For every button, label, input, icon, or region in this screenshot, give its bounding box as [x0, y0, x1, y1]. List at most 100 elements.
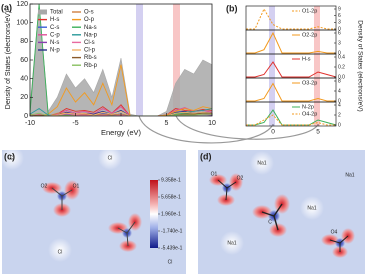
- legend-label: C-s: [50, 25, 59, 31]
- atom-label: O4: [331, 229, 338, 235]
- dos-line: [30, 4, 212, 116]
- dos-line: [246, 7, 336, 30]
- colorbar-label: -1.740e-1: [161, 228, 183, 234]
- x-tick-label: -10: [25, 120, 35, 127]
- atom-label: Na1: [257, 160, 266, 166]
- bond: [51, 187, 63, 197]
- y-tick-label: 120: [16, 1, 28, 8]
- y-tick-label: 0.4: [338, 54, 345, 60]
- legend-label: Na-s: [84, 25, 97, 31]
- band: [269, 6, 275, 126]
- x-axis-label: Energy (eV): [101, 128, 142, 137]
- axes-frame: [245, 53, 337, 79]
- legend-label: Cl-p: [84, 48, 96, 54]
- bond: [217, 179, 228, 189]
- atom-label: O1: [73, 183, 80, 189]
- dos-line: [30, 4, 212, 116]
- axes-frame: [245, 101, 337, 127]
- atom-label: Cl: [58, 249, 63, 255]
- dos-line: [246, 31, 336, 54]
- panel-label: (d): [200, 151, 212, 161]
- dos-line: [30, 64, 212, 116]
- y-tick-label: 0: [338, 50, 341, 56]
- y-tick-label: 6: [338, 13, 341, 19]
- atom-label: Na1: [345, 172, 354, 178]
- atom-label: O1: [211, 171, 218, 177]
- map-d: [198, 150, 365, 274]
- legend-label: O2-2p: [302, 32, 317, 38]
- legend-label: O3-2p: [302, 80, 317, 86]
- y-tick-label: 0: [338, 98, 341, 104]
- y-tick-label: 0: [338, 122, 341, 128]
- panel-label: (b): [226, 3, 238, 13]
- connector: [175, 115, 318, 140]
- bond: [226, 181, 237, 189]
- dos-line: [246, 82, 336, 102]
- y-axis-label: Density of States (electrons/eV): [5, 11, 12, 109]
- colorbar: [150, 180, 158, 248]
- y-tick-label: 9: [338, 6, 341, 12]
- band: [314, 6, 320, 126]
- bond: [117, 227, 128, 234]
- axes-frame: [245, 29, 337, 55]
- atom-label: Cl: [168, 259, 173, 265]
- band: [136, 4, 143, 116]
- bond: [225, 187, 228, 201]
- atom-glow: [220, 231, 244, 255]
- y-tick-label: 20: [20, 94, 28, 101]
- legend-label: Na-p: [84, 32, 98, 38]
- legend-label: O4-2p: [302, 111, 317, 117]
- y-tick-label: 4: [338, 88, 341, 94]
- atom-label: Cl: [10, 155, 15, 161]
- colorbar-label: 9.358e-1: [161, 177, 181, 183]
- atom-glow: [48, 238, 72, 262]
- y-tick-label: 60: [20, 57, 28, 64]
- y-tick-label: 0.0: [338, 74, 345, 80]
- atom-label: Na1: [227, 240, 236, 246]
- atom-label: O2: [41, 183, 48, 189]
- connector: [138, 115, 273, 144]
- atom-label: Cl: [108, 155, 113, 161]
- atom-glow: [0, 146, 24, 170]
- x-tick-label: 5: [165, 120, 169, 127]
- dos-line: [30, 110, 212, 116]
- y-tick-label: 8: [338, 78, 341, 84]
- y-tick-label: 0: [24, 113, 28, 120]
- legend-label: O-s: [84, 10, 94, 16]
- y-tick-label: 0.2: [338, 64, 345, 70]
- y-axis-label: Density of States (electrons/eV): [356, 20, 363, 111]
- band: [173, 4, 180, 116]
- legend-label: N-2p: [302, 104, 314, 110]
- bond: [126, 232, 129, 247]
- atom-label: C: [268, 219, 272, 225]
- axes-frame: [245, 77, 337, 103]
- panel-label: (c): [4, 151, 15, 161]
- dos-line: [246, 109, 337, 126]
- legend-label: Total: [50, 10, 63, 16]
- colorbar-label: 1.960e-1: [161, 211, 181, 217]
- dos-line: [246, 61, 337, 78]
- x-tick-label: 0: [119, 120, 123, 127]
- bond: [261, 211, 275, 217]
- bond: [329, 239, 341, 244]
- atom-glow: [98, 146, 122, 170]
- y-tick-label: 3: [338, 20, 341, 26]
- legend-label: Rb-s: [84, 55, 97, 61]
- y-tick-label: 3: [338, 40, 341, 46]
- x-tick-label: 5: [316, 129, 320, 136]
- bond: [273, 203, 283, 217]
- density-lobe: [119, 240, 137, 252]
- y-tick-label: 6: [338, 30, 341, 36]
- atom-label: O2: [237, 175, 244, 181]
- dos-line: [246, 114, 336, 126]
- map-c: [0, 146, 186, 274]
- atom-label: Na1: [307, 205, 316, 211]
- y-tick-label: 40: [20, 76, 28, 83]
- bond: [126, 221, 136, 234]
- axes-frame: [245, 5, 337, 31]
- y-tick-label: 2: [338, 112, 341, 118]
- legend-label: O1-2p: [302, 8, 317, 14]
- legend-label: N-p: [50, 48, 60, 54]
